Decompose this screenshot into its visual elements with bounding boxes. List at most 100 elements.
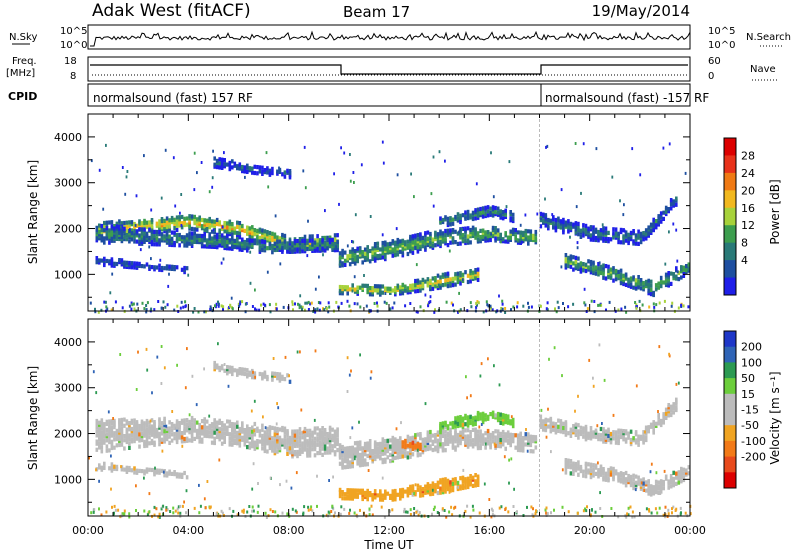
velocity-cell	[642, 481, 645, 485]
velocity-cell	[655, 484, 658, 488]
velocity-cell	[545, 418, 548, 422]
velocity-cell	[261, 446, 264, 450]
power-cell	[374, 284, 377, 288]
velocity-speckle	[577, 512, 579, 515]
power-cell	[642, 231, 645, 235]
power-cell	[595, 236, 598, 240]
velocity-cell	[432, 481, 435, 485]
velocity-cell	[464, 477, 467, 481]
power-cell	[384, 247, 387, 251]
power-cell	[449, 277, 452, 281]
velocity-cell	[231, 439, 234, 443]
velocity-cell	[354, 488, 357, 492]
power-noise	[611, 176, 613, 179]
power-cell	[193, 232, 196, 236]
velocity-cell	[645, 436, 648, 440]
power-cell	[645, 228, 648, 232]
power-cell	[399, 289, 402, 293]
velocity-cell	[477, 475, 480, 479]
velocity-cell	[309, 439, 312, 443]
velocity-speckle	[124, 510, 126, 513]
power-cell	[683, 266, 686, 270]
velocity-cell	[166, 435, 169, 439]
power-noise	[187, 274, 189, 277]
power-cell	[168, 235, 171, 239]
velocity-cell	[98, 421, 101, 425]
power-speckle	[636, 307, 638, 310]
velocity-cell	[213, 361, 216, 365]
power-speckle	[572, 303, 574, 306]
velocity-cell	[665, 475, 668, 479]
power-cell	[464, 270, 467, 274]
velocity-cell	[361, 489, 364, 493]
power-noise	[458, 231, 460, 234]
power-cell	[186, 223, 189, 227]
power-cell	[281, 246, 284, 250]
velocity-cell	[484, 437, 487, 441]
velocity-cell	[655, 480, 658, 484]
velocity-cell	[361, 459, 364, 463]
velocity-cell	[582, 474, 585, 478]
power-noise	[127, 170, 129, 173]
power-cell	[138, 240, 141, 244]
velocity-speckle	[177, 512, 179, 515]
velocity-cell	[592, 463, 595, 467]
power-cell	[374, 242, 377, 246]
velocity-speckle	[258, 505, 260, 508]
power-cell	[264, 229, 267, 233]
power-cell	[216, 218, 219, 222]
power-speckle	[347, 300, 349, 303]
velocity-cell	[409, 436, 412, 440]
power-noise	[596, 147, 598, 150]
velocity-cell	[404, 490, 407, 494]
velocity-cell	[161, 421, 164, 425]
power-speckle	[470, 305, 472, 308]
power-cell	[118, 219, 121, 223]
power-cell	[484, 206, 487, 210]
velocity-cell	[171, 422, 174, 426]
velocity-cell	[640, 435, 643, 439]
velocity-cell	[444, 434, 447, 438]
velocity-cell	[141, 432, 144, 436]
power-cell	[108, 232, 111, 236]
velocity-cell	[487, 439, 490, 443]
velocity-cell	[188, 420, 191, 424]
power-cell	[509, 210, 512, 214]
power-speckle	[557, 301, 559, 304]
velocity-speckle	[148, 510, 150, 513]
power-cell	[482, 215, 485, 219]
velocity-speckle	[431, 513, 433, 516]
velocity-cell	[234, 428, 237, 432]
velocity-cell	[645, 489, 648, 493]
power-cell	[407, 252, 410, 256]
velocity-cell	[479, 412, 482, 416]
velocity-speckle	[448, 511, 450, 514]
velocity-speckle	[198, 511, 200, 514]
velocity-cell	[229, 420, 232, 424]
power-cell	[138, 227, 141, 231]
power-cell	[429, 285, 432, 289]
power-cell	[103, 257, 106, 261]
power-speckle	[194, 307, 196, 310]
power-cell	[607, 237, 610, 241]
velocity-cell	[467, 415, 470, 419]
power-noise	[580, 192, 582, 195]
power-cell	[136, 229, 139, 233]
velocity-cell	[497, 434, 500, 438]
power-cell	[269, 246, 272, 250]
velocity-cell	[652, 485, 655, 489]
power-cell	[356, 255, 359, 259]
power-cell	[647, 279, 650, 283]
power-speckle	[452, 304, 454, 307]
power-cell	[334, 233, 337, 237]
power-cell	[499, 209, 502, 213]
velocity-noise	[382, 477, 384, 480]
velocity-speckle	[114, 505, 116, 508]
power-speckle	[687, 305, 689, 308]
power-cell	[379, 254, 382, 258]
power-cell	[607, 231, 610, 235]
velocity-cell	[394, 441, 397, 445]
power-cell	[341, 249, 344, 253]
velocity-cell	[452, 478, 455, 482]
power-cell	[577, 226, 580, 230]
